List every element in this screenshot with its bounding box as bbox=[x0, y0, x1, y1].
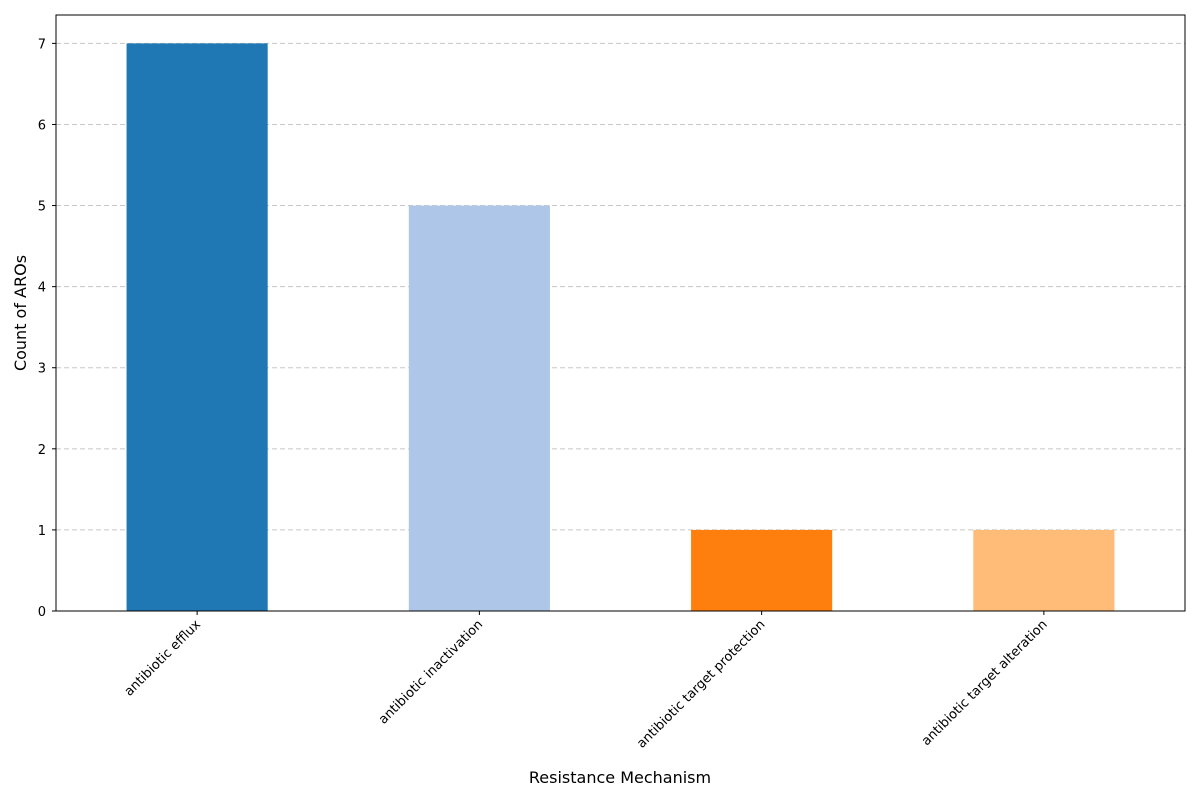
x-axis-label: Resistance Mechanism bbox=[529, 768, 711, 787]
bar bbox=[408, 205, 550, 612]
x-tick-label: antibiotic target protection bbox=[634, 617, 768, 751]
y-axis-label: Count of AROs bbox=[11, 255, 30, 371]
y-tick-label: 4 bbox=[38, 281, 46, 296]
y-tick-label: 3 bbox=[38, 362, 46, 377]
x-tick-label: antibiotic inactivation bbox=[376, 617, 486, 727]
y-tick-label: 6 bbox=[38, 118, 46, 133]
x-tick-label: antibiotic target alteration bbox=[919, 617, 1051, 749]
plot-frame bbox=[55, 14, 1186, 612]
y-tick-label: 2 bbox=[38, 443, 46, 458]
bar bbox=[973, 529, 1115, 611]
x-tick-label: antibiotic efflux bbox=[122, 617, 204, 699]
bar bbox=[126, 43, 268, 611]
y-tick-label: 0 bbox=[38, 605, 46, 620]
y-tick-label: 5 bbox=[38, 200, 46, 215]
bar bbox=[691, 529, 833, 611]
y-tick-label: 1 bbox=[38, 524, 46, 539]
y-tick-label: 7 bbox=[38, 37, 46, 52]
